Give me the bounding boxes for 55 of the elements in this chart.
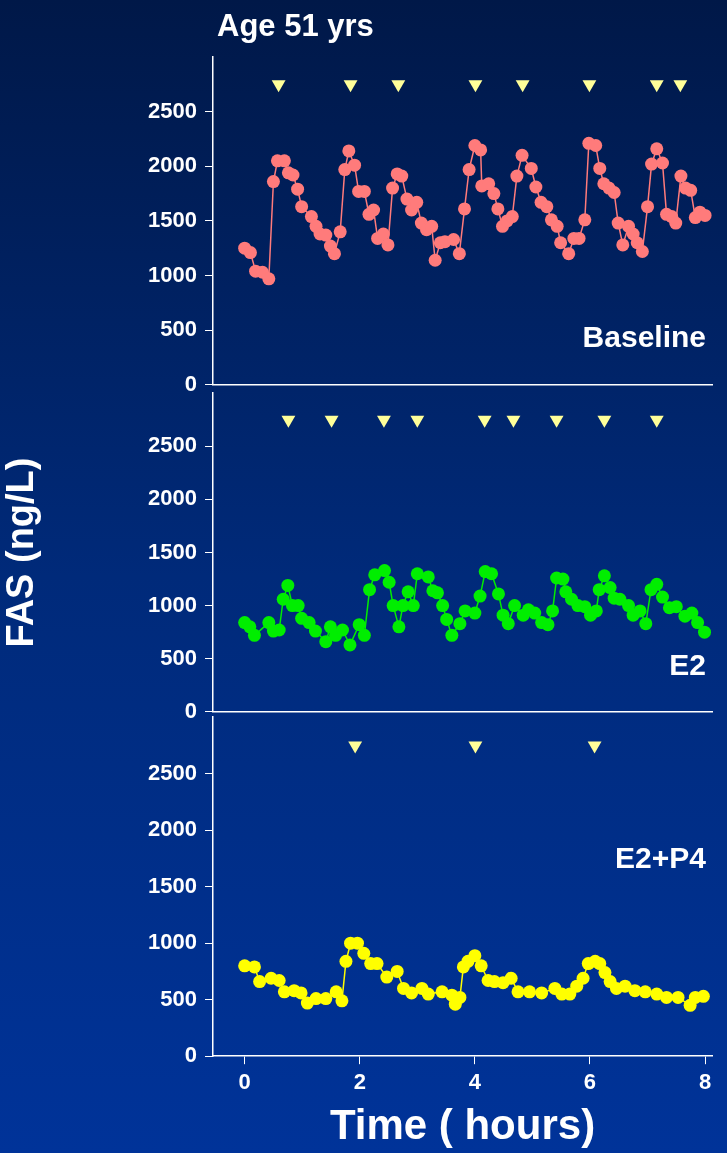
- point: [348, 741, 363, 754]
- point: [468, 741, 483, 754]
- y-tick-label: 500: [160, 644, 197, 670]
- point: [380, 970, 394, 984]
- point: [339, 954, 353, 968]
- point: [511, 985, 525, 999]
- y-tick-label: 1000: [148, 591, 197, 617]
- x-tick-label: 8: [698, 1069, 712, 1095]
- chart-title: Age 51 yrs: [217, 7, 374, 43]
- y-tick-label: 1500: [148, 872, 197, 898]
- point: [587, 741, 602, 754]
- x-axis-title: Time ( hours): [329, 1101, 596, 1149]
- point: [474, 959, 488, 973]
- point: [468, 949, 482, 963]
- y-tick-label: 1500: [148, 538, 197, 564]
- point: [253, 975, 267, 989]
- annotation: E2+P4: [615, 840, 707, 874]
- x-tick-label: 6: [583, 1069, 597, 1095]
- point: [294, 986, 308, 1000]
- point: [357, 946, 371, 960]
- point: [272, 973, 286, 987]
- y-tick-label: 500: [160, 985, 197, 1011]
- y-tick-label: 0: [184, 697, 197, 723]
- point: [523, 985, 537, 999]
- y-axis-title: FAS (ng/L): [0, 457, 42, 648]
- y-tick-label: 1000: [148, 929, 197, 955]
- point: [335, 994, 349, 1008]
- point: [421, 987, 435, 1001]
- y-tick-label: 1000: [148, 261, 197, 287]
- point: [671, 990, 685, 1004]
- point: [638, 985, 652, 999]
- y-tick-label: 0: [184, 370, 197, 396]
- y-tick-label: 1500: [148, 206, 197, 232]
- y-tick-label: 2500: [148, 97, 197, 123]
- y-tick-label: 2500: [148, 759, 197, 785]
- annotation: Baseline: [582, 320, 706, 354]
- y-tick-label: 2000: [148, 152, 197, 178]
- point: [247, 960, 261, 974]
- point: [660, 990, 674, 1004]
- point: [696, 989, 710, 1003]
- point: [319, 992, 333, 1006]
- point: [576, 971, 590, 985]
- y-tick-label: 2500: [148, 432, 197, 458]
- point: [504, 971, 518, 985]
- point: [535, 986, 549, 1000]
- y-tick-label: 0: [184, 1042, 197, 1068]
- point: [390, 964, 404, 978]
- y-tick-label: 2000: [148, 816, 197, 842]
- x-tick-label: 0: [238, 1069, 251, 1095]
- y-tick-label: 500: [160, 316, 197, 342]
- point: [405, 986, 419, 1000]
- x-tick-label: 2: [353, 1069, 366, 1095]
- annotation: E2: [669, 648, 706, 682]
- y-tick-label: 2000: [148, 485, 197, 511]
- x-tick-label: 4: [468, 1069, 482, 1095]
